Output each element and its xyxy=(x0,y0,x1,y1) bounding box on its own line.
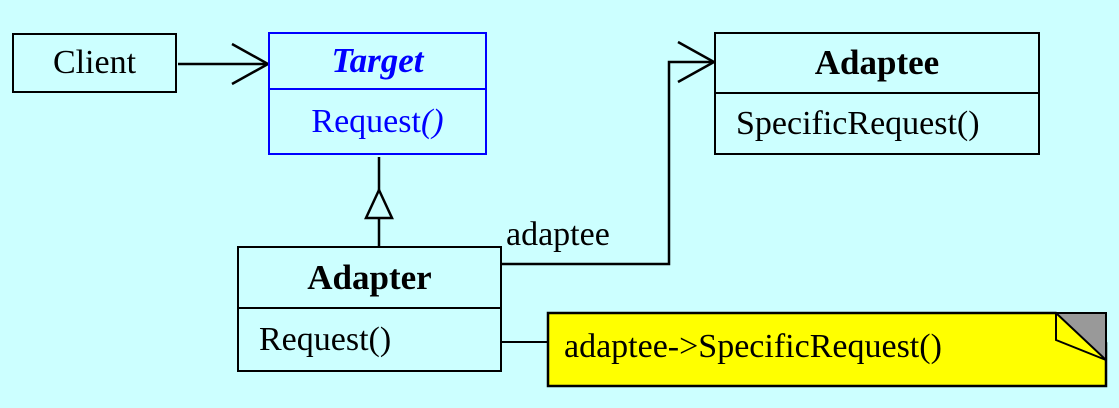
adaptee-class[interactable]: Adaptee SpecificRequest() xyxy=(714,32,1040,155)
adapter-adaptee-association-line xyxy=(502,60,712,266)
adaptee-operation: SpecificRequest() xyxy=(736,104,980,142)
target-operation-abstract-parens: () xyxy=(420,102,444,140)
adapter-operation: Request() xyxy=(259,320,392,358)
target-class[interactable]: Target Request() xyxy=(268,32,487,155)
target-operation: Request() xyxy=(270,90,485,153)
note-fold-shadow xyxy=(1056,313,1106,379)
adaptee-class-name: Adaptee xyxy=(716,34,1038,94)
client-class[interactable]: Client xyxy=(12,33,177,93)
adapter-class-name: Adapter xyxy=(239,248,500,309)
adapter-class[interactable]: Adapter Request() xyxy=(237,246,502,372)
generalization-triangle xyxy=(364,187,394,220)
note-shape xyxy=(546,311,1108,388)
client-class-name: Client xyxy=(52,44,137,81)
note-text: adaptee->SpecificRequest() xyxy=(564,328,942,365)
note-fold-edge xyxy=(1055,313,1107,361)
association-role-label: adaptee xyxy=(506,216,610,253)
note-fold-corner xyxy=(1053,312,1107,363)
target-class-name: Target xyxy=(270,34,485,90)
target-operation-name: Request xyxy=(311,102,421,140)
